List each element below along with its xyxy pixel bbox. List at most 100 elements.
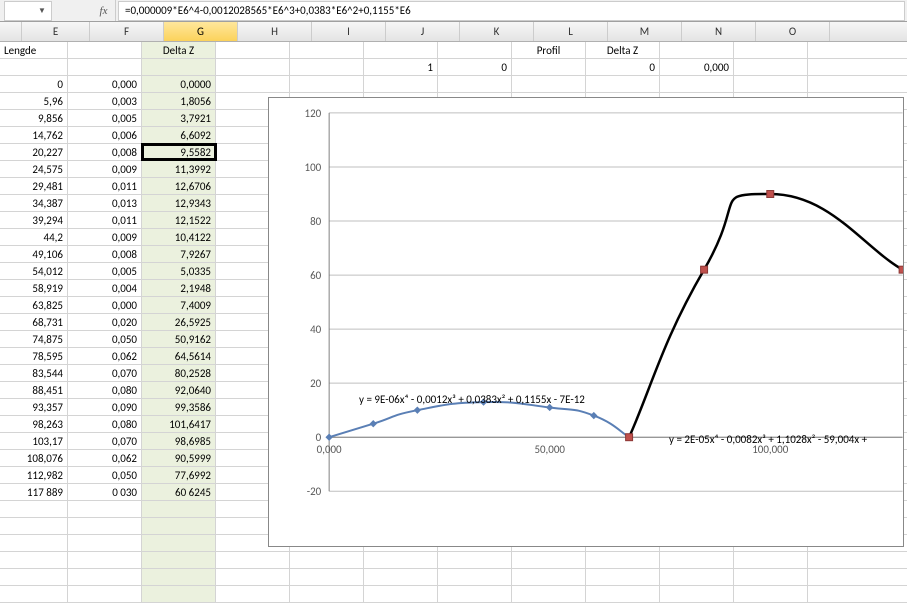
- cell[interactable]: [438, 586, 512, 602]
- cell[interactable]: 29,481: [0, 178, 68, 194]
- cell[interactable]: Lengde: [0, 42, 68, 58]
- cell[interactable]: 7,9267: [142, 246, 216, 262]
- cell[interactable]: [216, 59, 290, 75]
- cell[interactable]: 60 6245: [142, 484, 216, 500]
- col-header-E[interactable]: E: [22, 22, 90, 41]
- cell[interactable]: 7,4009: [142, 297, 216, 313]
- cell[interactable]: 0,062: [68, 450, 142, 466]
- cell[interactable]: 0,000: [660, 59, 734, 75]
- col-header-M[interactable]: M: [608, 22, 682, 41]
- cell[interactable]: [438, 76, 512, 92]
- cell[interactable]: 34,387: [0, 195, 68, 211]
- cell[interactable]: 90,5999: [142, 450, 216, 466]
- cell[interactable]: 0,020: [68, 314, 142, 330]
- cell[interactable]: Profil: [512, 42, 586, 58]
- cell[interactable]: [142, 569, 216, 585]
- cell[interactable]: 0,006: [68, 127, 142, 143]
- cell[interactable]: [0, 518, 68, 534]
- cell[interactable]: 0,013: [68, 195, 142, 211]
- cell[interactable]: 5,0335: [142, 263, 216, 279]
- cell[interactable]: [512, 59, 586, 75]
- cell[interactable]: 54,012: [0, 263, 68, 279]
- cell[interactable]: 20,227: [0, 144, 68, 160]
- cell[interactable]: [512, 76, 586, 92]
- cell[interactable]: [0, 586, 68, 602]
- cell[interactable]: [660, 569, 734, 585]
- cell[interactable]: 0,003: [68, 93, 142, 109]
- cell[interactable]: [216, 76, 290, 92]
- cell[interactable]: [0, 59, 68, 75]
- cell[interactable]: [734, 76, 808, 92]
- cell[interactable]: 99,3586: [142, 399, 216, 415]
- cell[interactable]: 0,000: [68, 76, 142, 92]
- cell[interactable]: [290, 76, 364, 92]
- cell[interactable]: 0,000: [68, 297, 142, 313]
- cell[interactable]: [68, 569, 142, 585]
- cell[interactable]: 80,2528: [142, 365, 216, 381]
- cell[interactable]: [364, 76, 438, 92]
- cell[interactable]: 50,9162: [142, 331, 216, 347]
- cell[interactable]: [364, 586, 438, 602]
- cell[interactable]: 93,357: [0, 399, 68, 415]
- cell[interactable]: [364, 42, 438, 58]
- cell[interactable]: 58,919: [0, 280, 68, 296]
- col-header-F[interactable]: F: [90, 22, 164, 41]
- cell[interactable]: [586, 552, 660, 568]
- cell[interactable]: [216, 552, 290, 568]
- cell[interactable]: 0: [0, 76, 68, 92]
- cell[interactable]: 0,080: [68, 382, 142, 398]
- cell[interactable]: [512, 569, 586, 585]
- cell[interactable]: [142, 518, 216, 534]
- cell[interactable]: 24,575: [0, 161, 68, 177]
- cell[interactable]: 117 889: [0, 484, 68, 500]
- cell[interactable]: [586, 586, 660, 602]
- cell[interactable]: 0,004: [68, 280, 142, 296]
- cell[interactable]: [586, 76, 660, 92]
- name-box[interactable]: ▼: [4, 1, 52, 21]
- cell[interactable]: 112,982: [0, 467, 68, 483]
- col-header-L[interactable]: L: [534, 22, 608, 41]
- cell[interactable]: 1,8056: [142, 93, 216, 109]
- cell[interactable]: [0, 501, 68, 517]
- cell[interactable]: 64,5614: [142, 348, 216, 364]
- cell[interactable]: 12,1522: [142, 212, 216, 228]
- cell[interactable]: [216, 586, 290, 602]
- cell[interactable]: 68,731: [0, 314, 68, 330]
- col-header-K[interactable]: K: [460, 22, 534, 41]
- cell[interactable]: 88,451: [0, 382, 68, 398]
- cell[interactable]: 0: [586, 59, 660, 75]
- cell[interactable]: [438, 42, 512, 58]
- cell[interactable]: 10,4122: [142, 229, 216, 245]
- cell[interactable]: [734, 42, 808, 58]
- cell[interactable]: 1: [364, 59, 438, 75]
- cell[interactable]: 9,856: [0, 110, 68, 126]
- cell[interactable]: [68, 42, 142, 58]
- corner-cell[interactable]: [0, 22, 22, 41]
- cell[interactable]: [0, 569, 68, 585]
- cell[interactable]: [68, 535, 142, 551]
- col-header-O[interactable]: O: [756, 22, 830, 41]
- cell[interactable]: 49,106: [0, 246, 68, 262]
- cell[interactable]: [142, 535, 216, 551]
- cell[interactable]: 0,005: [68, 263, 142, 279]
- cell[interactable]: 92,0640: [142, 382, 216, 398]
- cell[interactable]: [438, 552, 512, 568]
- cell[interactable]: 12,6706: [142, 178, 216, 194]
- cell[interactable]: 11,3992: [142, 161, 216, 177]
- cell[interactable]: [660, 552, 734, 568]
- col-header-H[interactable]: H: [238, 22, 312, 41]
- cell[interactable]: 0,070: [68, 433, 142, 449]
- cell[interactable]: [290, 569, 364, 585]
- cell[interactable]: 44,2: [0, 229, 68, 245]
- cell[interactable]: 5,96: [0, 93, 68, 109]
- cell[interactable]: 0,090: [68, 399, 142, 415]
- cell[interactable]: 2,1948: [142, 280, 216, 296]
- col-header-N[interactable]: N: [682, 22, 756, 41]
- cell[interactable]: [68, 59, 142, 75]
- cell[interactable]: 14,762: [0, 127, 68, 143]
- cell[interactable]: 63,825: [0, 297, 68, 313]
- cell[interactable]: Delta Z: [586, 42, 660, 58]
- cell[interactable]: [68, 586, 142, 602]
- cell[interactable]: [68, 518, 142, 534]
- cell[interactable]: 12,9343: [142, 195, 216, 211]
